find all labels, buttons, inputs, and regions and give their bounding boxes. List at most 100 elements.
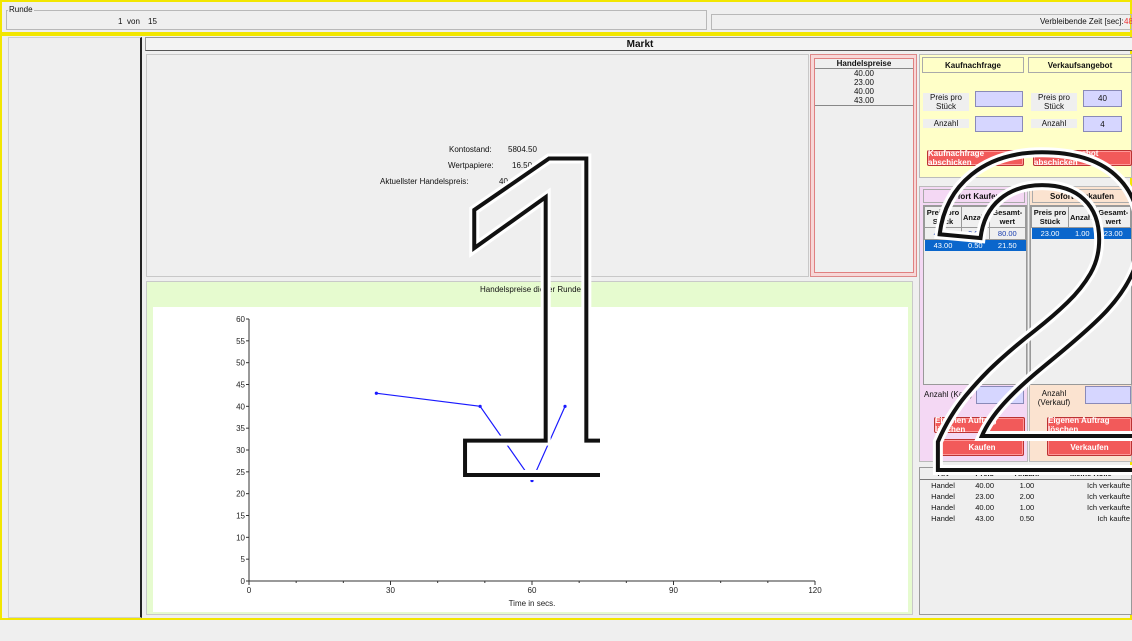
verkaufsangebot-submit-button[interactable]: Verkaufsangebot abschicken — [1033, 149, 1132, 167]
column-header: Gesamt-wert — [1095, 206, 1132, 228]
column-header: Preis — [975, 469, 994, 478]
y-tick-label: 60 — [236, 315, 245, 324]
data-point — [530, 478, 534, 483]
table-row[interactable]: Handel 23.00 2.00 Ich verkaufte — [920, 491, 1131, 502]
table-cell: 80.00 — [988, 227, 1027, 240]
round-box — [6, 10, 707, 30]
sofort-verkaufen-qty-label: Anzahl (Verkauf) — [1037, 389, 1071, 407]
column-header: Meine Rolle — [1069, 469, 1112, 478]
time-label: Verbleibende Zeit [sec]: — [1040, 17, 1124, 26]
verkauf-qty-input[interactable]: 4 — [1083, 116, 1122, 132]
table-cell: Handel — [931, 481, 955, 490]
history-table[interactable]: Art Preis Anzahl Meine Rolle Handel 40.00… — [920, 468, 1131, 524]
kaufnachfrage-submit-button[interactable]: Kaufnachfrage abschicken — [927, 149, 1024, 167]
column-header: Anzahl — [1068, 206, 1097, 228]
kauf-price-label: Preis pro Stück — [923, 93, 969, 111]
data-point — [563, 404, 567, 408]
table-row[interactable]: Handel 40.00 1.00 Ich verkaufte — [920, 480, 1131, 492]
sofort-kaufen-qty-label: Anzahl (Kauf) — [924, 390, 973, 399]
handelspreise-list[interactable]: Handelspreise 40.00 23.00 40.00 43.00 — [814, 58, 914, 273]
table-cell: 23.00 — [1040, 229, 1060, 238]
column-header: Preis pro Stück — [924, 206, 962, 228]
list-item[interactable]: 40.00 — [853, 69, 875, 78]
wertpapiere-value: 16.50 — [512, 161, 533, 170]
table-cell: 1.00 — [1019, 481, 1035, 490]
sofort-kaufen-title: Sofort Kaufen — [947, 191, 1001, 201]
sofort-verkaufen-title-box: Sofort Verkaufen — [1032, 189, 1132, 203]
sofort-verkaufen-table[interactable]: Preis pro Stück Anzahl Gesamt-wert 23.00… — [1030, 205, 1132, 385]
x-tick-label: 60 — [528, 586, 537, 595]
verkauf-qty-label: Anzahl — [1031, 119, 1077, 128]
market-header: Markt — [145, 37, 1132, 51]
account-panel — [146, 54, 809, 277]
kauf-qty-label: Anzahl — [923, 119, 969, 128]
table-cell: 40.00 — [975, 481, 994, 490]
price-chart: 0 5 10 15 20 25 30 35 40 45 50 55 60 0 30 60 90 120 Time i… — [153, 307, 908, 612]
x-tick-label: 0 — [247, 586, 252, 595]
list-item[interactable]: 23.00 — [853, 78, 875, 87]
chart-title: Handelspreise dieser Runde — [480, 285, 581, 294]
y-tick-label: 5 — [241, 555, 246, 564]
chart-background — [153, 307, 908, 612]
table-cell: 2.00 — [961, 227, 990, 240]
kauf-qty-input[interactable] — [975, 116, 1023, 132]
kauf-delete-order-button[interactable]: Eigenen Auftrag löschen — [934, 416, 1025, 434]
table-row[interactable]: 43.00 0.50 21.50 — [924, 239, 1026, 251]
handelspreis-label: Aktuellster Handelspreis: — [380, 177, 469, 186]
verkaufen-button[interactable]: Verkaufen — [1047, 439, 1132, 456]
column-header: Preis pro Stück — [1031, 206, 1069, 228]
table-cell: Ich verkaufte — [1087, 503, 1130, 512]
handelspreise-panel: Handelspreise 40.00 23.00 40.00 43.00 — [810, 54, 917, 277]
table-cell: 21.50 — [997, 241, 1017, 250]
table-cell: Handel — [931, 492, 955, 501]
data-point — [374, 391, 378, 395]
history-panel: Art Preis Anzahl Meine Rolle Handel 40.00… — [919, 467, 1132, 615]
chart-panel: Handelspreise dieser Runde 0 5 10 15 20 25 30 3… — [146, 281, 913, 615]
column-header: Anzahl — [1014, 469, 1040, 478]
kauf-price-input[interactable] — [975, 91, 1023, 107]
market-title: Markt — [626, 38, 654, 50]
table-cell: 40.00 — [975, 503, 994, 512]
kaufen-button[interactable]: Kaufen — [940, 439, 1024, 456]
table-cell: 2.00 — [1019, 492, 1035, 501]
column-header: Anzahl — [961, 206, 990, 228]
top-bar: Runde 1 von 15 Verbleibende Zeit [sec]: … — [0, 0, 1132, 34]
y-tick-label: 45 — [236, 381, 245, 390]
sofort-verkaufen-panel: Sofort Verkaufen Preis pro Stück Anzahl … — [1029, 186, 1132, 462]
table-row[interactable]: Handel 43.00 0.50 Ich kaufte — [920, 513, 1131, 524]
column-header: Gesamt-wert — [988, 206, 1027, 228]
table-cell: Handel — [931, 514, 955, 523]
table-cell: 43.00 — [933, 241, 953, 250]
verkauf-title: Verkaufsangebot — [1047, 60, 1113, 70]
table-cell: 43.00 — [975, 514, 994, 523]
data-point — [478, 404, 482, 408]
verkauf-price-input[interactable]: 40 — [1083, 90, 1122, 107]
round-label: Runde — [8, 5, 34, 14]
table-cell: 23.00 — [1103, 229, 1123, 238]
table-row[interactable]: Handel 40.00 1.00 Ich verkaufte — [920, 502, 1131, 513]
table-cell: 1.00 — [1074, 229, 1090, 238]
list-item[interactable]: 43.00 — [815, 96, 913, 106]
handelspreise-header: Handelspreise — [815, 59, 913, 69]
verkauf-price-label: Preis pro Stück — [1031, 93, 1077, 111]
sofort-kaufen-panel: Sofort Kaufen Preis pro Stück Anzahl Ges… — [919, 186, 1028, 462]
wertpapiere-label: Wertpapiere: — [448, 161, 494, 170]
verkauf-delete-order-button[interactable]: Eigenen Auftrag löschen — [1047, 416, 1132, 434]
table-cell: 1.00 — [1019, 503, 1035, 512]
kontostand-value: 5804.50 — [508, 145, 537, 154]
list-item[interactable]: 40.00 — [853, 87, 875, 96]
sofort-kaufen-qty-input[interactable] — [976, 386, 1024, 404]
y-tick-label: 25 — [236, 468, 245, 477]
sofort-verkaufen-title: Sofort Verkaufen — [1049, 191, 1114, 201]
x-axis-label: Time in secs. — [509, 599, 556, 608]
table-row[interactable]: 23.00 1.00 23.00 — [1031, 227, 1131, 239]
table-row[interactable]: 40.00 2.00 80.00 — [924, 227, 1027, 240]
sofort-kaufen-table[interactable]: Preis pro Stück Anzahl Gesamt-wert 40.00… — [923, 205, 1027, 385]
y-tick-label: 10 — [236, 533, 245, 542]
table-cell: 0.50 — [967, 241, 983, 250]
x-tick-label: 30 — [386, 586, 395, 595]
table-cell: 40.00 — [924, 227, 962, 240]
sofort-verkaufen-qty-input[interactable] — [1085, 386, 1131, 404]
kauf-title: Kaufnachfrage — [944, 60, 1001, 70]
table-cell: Ich verkaufte — [1087, 492, 1130, 501]
